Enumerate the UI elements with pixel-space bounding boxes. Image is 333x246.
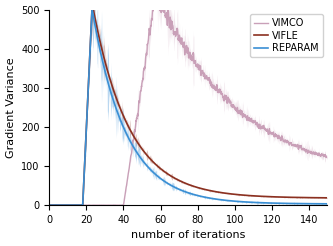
REPARAM xyxy=(90,7,94,10)
REPARAM xyxy=(325,202,329,205)
Line: VIMCO: VIMCO xyxy=(49,0,327,205)
VIMCO xyxy=(318,153,322,156)
REPARAM xyxy=(183,190,187,193)
VIFLE xyxy=(317,196,321,199)
Legend: VIMCO, VIFLE, REPARAM: VIMCO, VIFLE, REPARAM xyxy=(250,15,323,57)
REPARAM xyxy=(47,204,51,207)
VIFLE xyxy=(90,1,94,4)
VIFLE xyxy=(266,195,270,198)
REPARAM xyxy=(62,204,66,207)
Y-axis label: Gradient Variance: Gradient Variance xyxy=(6,57,16,158)
VIMCO xyxy=(47,204,51,207)
REPARAM xyxy=(317,202,321,205)
Line: VIFLE: VIFLE xyxy=(49,3,327,205)
VIFLE xyxy=(47,204,51,207)
VIMCO xyxy=(117,204,121,207)
REPARAM xyxy=(175,187,179,190)
VIMCO xyxy=(325,156,329,159)
REPARAM xyxy=(318,202,322,205)
VIMCO xyxy=(318,154,322,157)
VIMCO xyxy=(62,204,66,207)
VIFLE xyxy=(318,196,322,199)
REPARAM xyxy=(266,201,270,204)
VIFLE xyxy=(62,204,66,207)
VIFLE xyxy=(175,178,179,181)
Line: REPARAM: REPARAM xyxy=(49,9,327,205)
X-axis label: number of iterations: number of iterations xyxy=(131,231,245,240)
VIMCO xyxy=(267,133,271,136)
VIFLE xyxy=(183,182,187,184)
VIMCO xyxy=(175,27,179,30)
VIFLE xyxy=(325,196,329,199)
VIMCO xyxy=(183,52,187,55)
